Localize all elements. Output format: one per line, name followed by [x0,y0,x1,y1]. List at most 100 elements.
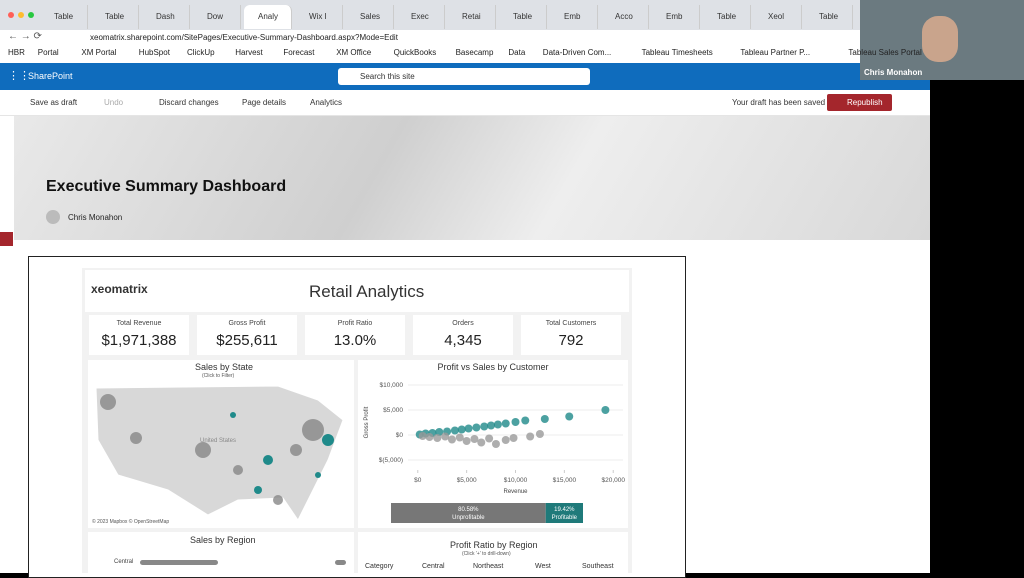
bookmark[interactable]: Tableau Partner P... [740,48,811,57]
tab[interactable]: Table [499,5,547,29]
command[interactable]: Discard changes [159,98,219,107]
bookmark[interactable]: Data [508,48,526,57]
avatar [46,210,60,224]
command[interactable]: Page details [242,98,287,107]
point [480,422,489,431]
bookmark[interactable]: Harvest [235,48,263,57]
tab[interactable]: Emb [550,5,598,29]
close[interactable] [8,12,14,18]
bookmark[interactable]: Portal [37,48,59,57]
point [487,421,496,430]
app-launcher[interactable]: ⋮⋮ [8,70,30,82]
y-tick-label: $(5,000) [379,457,403,464]
bookmark[interactable]: Data-Driven Com... [542,48,612,57]
y-axis-label: Gross Profit [364,406,370,438]
bookmark[interactable]: Forecast [283,48,315,57]
point [601,406,610,414]
ratio-title: Profit Ratio by Region [450,540,538,550]
ratio-subtitle: (Click '+' to drill-down) [462,551,511,557]
bookmark[interactable]: Tableau Timesheets [641,48,713,57]
tab[interactable]: Table [703,5,751,29]
map [95,385,344,521]
x-tick-label: $5,000 [457,477,477,484]
bookmark[interactable]: XM Portal [81,48,117,57]
dashboard-title: Retail Analytics [309,282,425,301]
bookmark[interactable]: Basecamp [455,48,494,57]
add-section[interactable] [0,232,13,246]
table-header: Central [422,563,445,570]
tab[interactable]: Xeol [754,5,802,29]
minimize[interactable] [18,12,24,18]
nav-buttons[interactable]: ← → ⟳ [8,31,42,42]
point [491,440,500,448]
video-tile: Chris Monahon [860,0,1024,80]
tab[interactable]: Dash [142,5,190,29]
x-tick-label: $15,000 [553,477,577,484]
tab[interactable]: Acco [601,5,649,29]
point [450,426,459,435]
tab-strip: Table Table Dash Dow Analy Wix I Sales Exec Reta… [0,0,860,30]
point [435,428,444,436]
maximize[interactable] [28,12,34,18]
x-tick-label: $10,000 [504,477,528,484]
logo: xeomatrix [91,282,148,296]
bookmark[interactable]: QuickBooks [393,48,437,57]
kpi-value: $255,611 [216,332,278,349]
tab[interactable]: Emb [652,5,700,29]
tab[interactable]: Dow [193,5,241,29]
split-name: Profitable [552,515,578,521]
tab[interactable]: Table [91,5,139,29]
tab[interactable]: Wix I [295,5,343,29]
region-title: Sales by Region [190,535,256,545]
command[interactable]: Analytics [310,98,343,107]
bookmark[interactable]: HubSpot [138,48,170,57]
tab[interactable]: Table [805,5,853,29]
bookmark[interactable]: HBR [8,48,25,57]
table-header: West [535,563,551,570]
map-attribution: © 2023 Mapbox © OpenStreetMap [92,519,170,525]
tab[interactable]: Sales [346,5,394,29]
point [540,415,549,423]
tab[interactable]: Table [40,5,88,29]
point [464,424,473,433]
tab[interactable]: Retai [448,5,496,29]
map-subtitle: (Click to Filter) [202,373,235,379]
command[interactable]: Save as draft [30,98,78,107]
y-tick-label: $10,000 [380,382,404,389]
point [565,412,574,421]
kpi-label: Gross Profit [228,320,266,327]
point [425,433,434,441]
kpi-card: Total Customers 792 [521,315,621,355]
split-label: 19.42% [554,507,575,513]
command[interactable]: Undo [104,98,124,107]
kpi-card: Gross Profit $255,611 [197,315,297,355]
participant-name: Chris Monahon [864,68,923,77]
map-title: Sales by State [195,362,254,372]
kpi-value: $1,971,388 [101,332,177,349]
dashboard-header: xeomatrix Retail Analytics [85,270,629,312]
kpi-value: 792 [558,332,584,349]
command-bar: Your draft has been saved Republish [0,90,930,116]
tab[interactable]: Exec [397,5,445,29]
point [462,437,471,445]
kpi-card: Profit Ratio 13.0% [305,315,405,355]
point [447,435,456,444]
republish-button[interactable]: Republish [827,94,892,111]
kpi-label: Orders [452,320,474,327]
page-banner: Executive Summary Dashboard Chris Monaho… [14,116,930,240]
url[interactable]: xeomatrix.sharepoint.com/SitePages/Execu… [90,33,398,42]
address-bar: ← → ⟳ xeomatrix.sharepoint.com/SitePages… [0,30,860,46]
search-box[interactable]: Search this site [338,68,590,85]
bookmark[interactable]: Tableau Sales Portal [848,48,922,57]
point [493,420,502,429]
x-tick-label: $20,000 [601,477,625,484]
point [511,418,520,426]
bookmark[interactable]: XM Office [336,48,372,57]
person [922,16,958,62]
scatter-title: Profit vs Sales by Customer [437,362,548,372]
app-name[interactable]: SharePoint [28,71,73,81]
bookmark[interactable]: ClickUp [187,48,215,57]
point [509,434,518,442]
tab[interactable]: Analy [244,5,292,29]
point [455,433,464,442]
